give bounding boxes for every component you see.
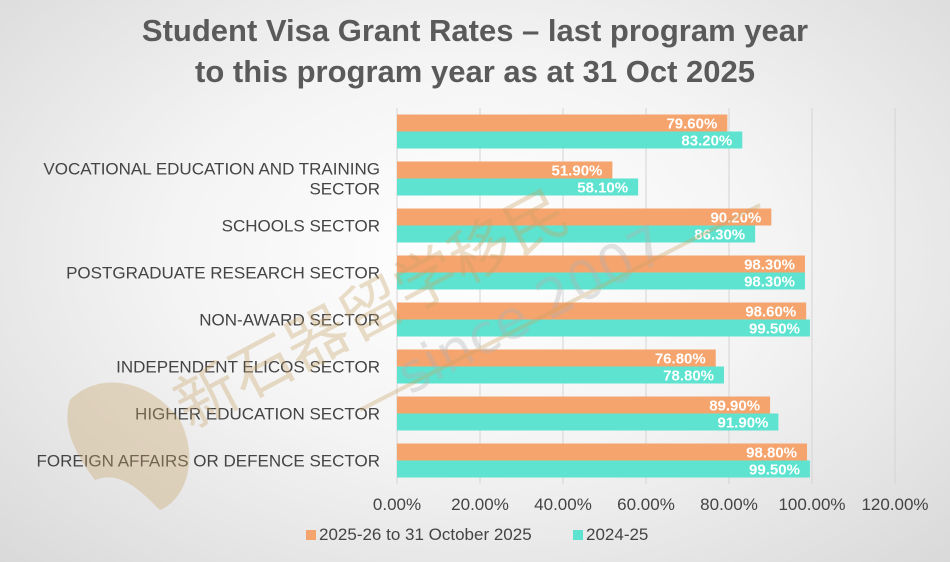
- data-label: 76.80%: [655, 351, 706, 368]
- x-tick-label: 120.00%: [861, 495, 928, 514]
- data-label: 78.80%: [663, 368, 714, 385]
- bar-2025-26: [397, 396, 771, 414]
- x-tick-label: 80.00%: [700, 495, 758, 514]
- bar-2025-26: [397, 161, 613, 179]
- legend: 2025-26 to 31 October 2025 2024-25: [306, 525, 648, 544]
- category-label: INDEPENDENT ELICOS SECTOR: [116, 358, 380, 377]
- legend-label-2025-26: 2025-26 to 31 October 2025: [319, 525, 532, 544]
- data-label: 58.10%: [577, 180, 628, 197]
- watermark-logo-shape: [67, 382, 190, 510]
- bar-2024-25: [397, 225, 756, 243]
- legend-swatch-2024-25: [573, 530, 583, 540]
- category-label: HIGHER EDUCATION SECTOR: [135, 405, 380, 424]
- label-layer: 0.00% 20.00% 40.00% 60.00% 80.00% 100.00% 120.…: [36, 116, 928, 515]
- bar-2025-26: [397, 114, 728, 132]
- bar-2024-25: [397, 366, 725, 384]
- data-label: 86.30%: [694, 227, 745, 244]
- data-label: 79.60%: [666, 116, 717, 133]
- bar-2024-25: [397, 131, 743, 149]
- bar-2025-26: [397, 349, 716, 367]
- data-label: 99.50%: [749, 321, 800, 338]
- data-label: 89.90%: [709, 398, 760, 415]
- data-label: 98.30%: [744, 274, 795, 291]
- category-label: FOREIGN AFFAIRS OR DEFENCE SECTOR: [36, 452, 380, 471]
- bar-2025-26: [397, 302, 807, 320]
- data-label: 51.90%: [552, 163, 603, 180]
- chart-title: Student Visa Grant Rates – last program …: [142, 13, 808, 89]
- bar-2024-25: [397, 413, 779, 431]
- chart-title-line-2: to this program year as at 31 Oct 2025: [195, 54, 755, 89]
- x-tick-label: 100.00%: [778, 495, 845, 514]
- x-tick-label: 20.00%: [451, 495, 509, 514]
- x-tick-label: 40.00%: [534, 495, 592, 514]
- data-label: 98.80%: [746, 445, 797, 462]
- legend-label-2024-25: 2024-25: [586, 525, 648, 544]
- category-label: VOCATIONAL EDUCATION AND TRAINING: [43, 160, 380, 179]
- bar-2025-26: [397, 255, 805, 273]
- data-label: 90.20%: [710, 210, 761, 227]
- data-label: 98.30%: [744, 257, 795, 274]
- bar-2024-25: [397, 319, 810, 337]
- bar-2024-25: [397, 460, 810, 478]
- data-label: 91.90%: [718, 415, 769, 432]
- x-tick-label: 0.00%: [373, 495, 421, 514]
- category-label: SECTOR: [309, 180, 380, 199]
- bar-2025-26: [397, 208, 772, 226]
- data-label: 83.20%: [681, 133, 732, 150]
- bar-layer: [397, 114, 810, 478]
- category-label: POSTGRADUATE RESEARCH SECTOR: [66, 264, 380, 283]
- bar-2025-26: [397, 443, 808, 461]
- data-label: 99.50%: [749, 462, 800, 479]
- bar-2024-25: [397, 178, 639, 196]
- chart-title-line-1: Student Visa Grant Rates – last program …: [142, 13, 808, 48]
- category-label: SCHOOLS SECTOR: [222, 217, 380, 236]
- bar-2024-25: [397, 272, 805, 290]
- data-label: 98.60%: [745, 304, 796, 321]
- category-label: NON-AWARD SECTOR: [199, 311, 380, 330]
- legend-swatch-2025-26: [306, 530, 316, 540]
- x-tick-label: 60.00%: [617, 495, 675, 514]
